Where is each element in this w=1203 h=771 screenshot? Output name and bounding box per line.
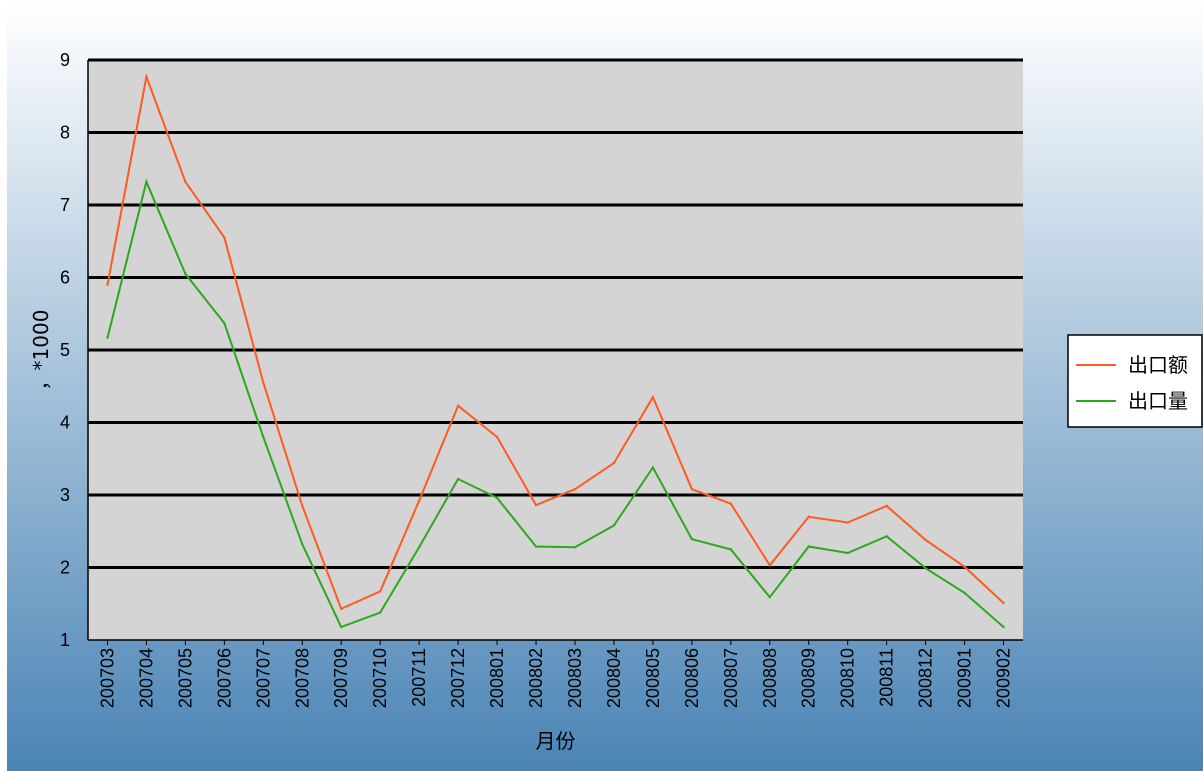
data-point [301,504,304,508]
y-tick-label: 5 [60,340,70,360]
x-tick-label: 200803 [565,648,585,708]
data-point [145,75,148,78]
data-point [223,321,226,325]
x-tick-label: 200706 [214,648,234,708]
data-point [573,488,577,491]
x-tick-label: 200811 [877,648,897,707]
x-tick-label: 200809 [799,648,819,708]
x-tick-label: 200710 [370,648,390,708]
x-tick-label: 200705 [175,648,195,708]
data-point [807,545,810,548]
data-point [106,336,109,339]
data-point [690,538,694,541]
x-tick-label: 200804 [604,648,624,708]
data-point [924,538,927,542]
data-point [456,477,460,481]
data-point [534,545,538,548]
data-point [690,488,694,491]
data-point [729,548,733,551]
data-point [1002,625,1005,629]
x-axis-title: 月份 [536,729,576,753]
data-point [378,590,382,593]
x-tick-label: 200812 [916,648,936,708]
data-point [846,551,849,555]
y-tick-label: 9 [60,50,70,70]
legend-box [1067,334,1203,428]
x-tick-label: 200709 [331,648,351,708]
y-tick-label: 6 [60,268,70,288]
data-point [340,607,343,611]
x-tick-label: 200805 [643,648,663,708]
data-point [184,180,187,183]
legend-label: 出口量 [1128,389,1188,413]
x-tick-label: 200806 [682,648,702,708]
data-point [417,499,421,502]
x-tick-label: 200810 [838,648,858,708]
data-point [573,546,577,549]
data-point [768,564,771,567]
data-point [846,521,849,524]
data-point [456,404,460,408]
data-point [885,535,888,538]
y-tick-label: 2 [60,558,70,578]
data-point [262,435,265,439]
data-point [963,591,966,595]
data-point [145,180,148,183]
data-point [534,503,538,507]
y-tick-label: 1 [60,630,70,650]
y-axis-title: ，*1000 [29,310,53,391]
data-point [378,611,382,614]
data-point [223,236,226,239]
data-point [340,625,343,629]
x-tick-label: 200711 [409,648,429,707]
data-point [651,395,655,399]
data-point [651,466,655,469]
x-tick-label: 200712 [448,648,468,708]
data-point [807,515,810,518]
data-point [768,596,771,599]
x-tick-label: 200704 [136,648,156,708]
data-point [612,524,616,527]
x-tick-label: 200703 [97,648,117,708]
x-tick-label: 200902 [994,648,1014,708]
data-point [885,504,888,508]
x-tick-label: 200807 [721,648,741,708]
x-tick-label: 200802 [526,648,546,708]
x-tick-label: 200708 [292,648,312,708]
data-point [1002,601,1005,605]
data-point [495,496,499,500]
x-tick-label: 200901 [955,648,975,708]
data-point [301,543,304,546]
data-point [729,502,733,505]
data-point [262,381,265,384]
data-point [924,567,927,570]
data-point [184,272,187,276]
data-point [612,461,616,465]
data-point [963,565,966,568]
y-tick-label: 3 [60,485,70,505]
y-tick-label: 7 [60,195,70,215]
x-tick-label: 200707 [253,648,273,708]
y-tick-label: 4 [60,413,70,433]
series-line-1 [106,72,1005,611]
data-point [106,283,109,286]
series-line-2 [106,178,1005,629]
data-point [495,435,499,439]
y-tick-label: 8 [60,123,70,143]
x-tick-label: 200801 [487,648,507,708]
legend-label: 出口额 [1128,353,1188,377]
x-tick-label: 200808 [760,648,780,708]
data-point [417,546,421,549]
